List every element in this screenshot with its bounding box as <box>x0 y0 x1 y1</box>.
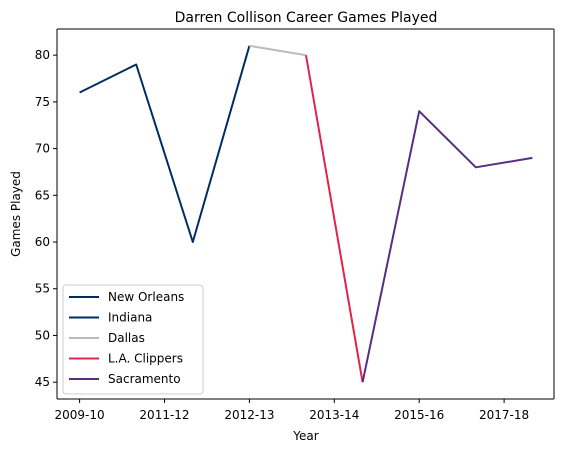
y-tick-label: 75 <box>35 95 50 109</box>
y-tick-label: 65 <box>35 188 50 202</box>
x-axis-title: Year <box>292 429 318 443</box>
legend-items: New Orleans Indiana Dallas L.A. Clippers Sac… <box>69 290 184 386</box>
legend-label: Indiana <box>108 311 152 325</box>
data-lines <box>79 44 533 383</box>
y-tick-label: 45 <box>35 375 50 389</box>
legend-label: Dallas <box>108 331 145 345</box>
chart-title: Darren Collison Career Games Played <box>175 10 438 26</box>
x-tick-label: 2013-14 <box>309 408 359 422</box>
x-axis-ticks: 2009-10 2011-12 2012-13 2013-14 2015-16 2017-… <box>55 399 529 422</box>
y-tick-label: 55 <box>35 282 50 296</box>
y-tick-label: 80 <box>35 48 50 62</box>
y-axis-title: Games Played <box>9 171 23 257</box>
legend-label: New Orleans <box>108 290 184 304</box>
series-line-indiana <box>79 45 251 243</box>
x-tick-label: 2011-12 <box>139 408 189 422</box>
x-tick-label: 2017-18 <box>479 408 529 422</box>
legend: New Orleans Indiana Dallas L.A. Clippers Sac… <box>62 284 204 395</box>
y-axis-ticks: 45 50 55 60 65 70 75 80 <box>35 48 57 389</box>
legend-label: L.A. Clippers <box>108 352 183 366</box>
series-line-sacramento <box>361 110 533 383</box>
x-tick-label: 2012-13 <box>224 408 274 422</box>
series-line-l-a-clippers <box>305 55 364 383</box>
series-line-dallas <box>249 44 307 57</box>
y-tick-label: 60 <box>35 235 50 249</box>
x-tick-label: 2015-16 <box>394 408 444 422</box>
x-tick-label: 2009-10 <box>55 408 105 422</box>
y-tick-label: 70 <box>35 142 50 156</box>
y-tick-label: 50 <box>35 328 50 342</box>
legend-frame <box>62 284 204 395</box>
legend-label: Sacramento <box>108 372 181 386</box>
